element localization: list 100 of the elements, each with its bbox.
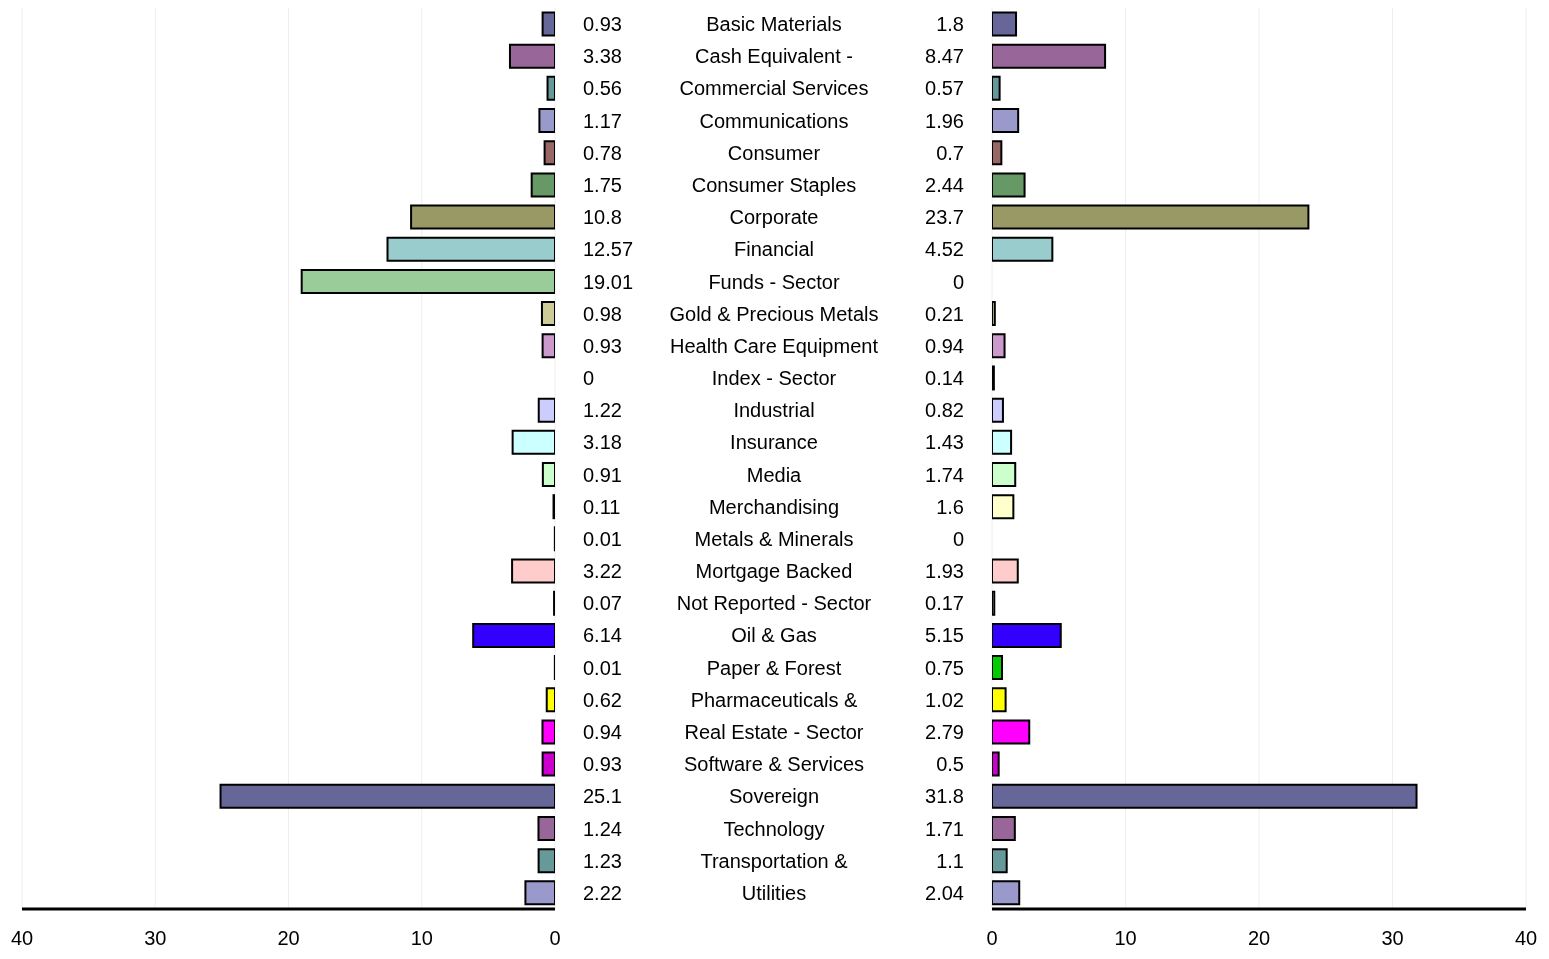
y-tick-label: Metals & Minerals <box>694 527 854 550</box>
bar <box>219 783 555 809</box>
bar <box>992 140 1003 166</box>
bar <box>992 622 1062 648</box>
data-label: 0.01 <box>583 656 622 679</box>
data-label: 3.38 <box>583 45 622 68</box>
y-tick-label: Index - Sector <box>711 367 837 390</box>
bar <box>537 397 555 423</box>
y-tick-label: Software & Services <box>683 753 865 776</box>
data-label: 1.96 <box>925 109 964 132</box>
x-tick-label: 20 <box>1247 927 1271 950</box>
data-label: 10.8 <box>583 206 622 229</box>
data-label: 0.93 <box>583 334 622 357</box>
data-label: 19.01 <box>583 270 634 293</box>
data-label: 1.75 <box>583 173 622 196</box>
x-tick-label: 10 <box>410 927 433 950</box>
bar <box>992 655 1004 681</box>
data-label: 1.1 <box>936 849 964 872</box>
data-label: 0 <box>952 527 964 550</box>
bar <box>472 622 555 648</box>
data-label: 2.79 <box>925 721 964 744</box>
x-tick-label: 30 <box>144 927 167 950</box>
data-label: 1.93 <box>925 560 964 583</box>
x-tick-label: 10 <box>1114 927 1137 950</box>
bar <box>511 429 555 455</box>
bar <box>992 558 1019 584</box>
data-label: 3.18 <box>583 431 622 454</box>
x-tick-label: 0 <box>549 927 561 950</box>
bar <box>992 719 1031 745</box>
data-label: 0.7 <box>936 141 964 164</box>
data-label: 1.17 <box>583 109 622 132</box>
y-tick-label: Health Care Equipment <box>670 334 879 357</box>
y-tick-label: Basic Materials <box>706 13 842 36</box>
bar <box>992 687 1007 713</box>
bar <box>992 11 1018 37</box>
y-tick-label: Not Reported - Sector <box>676 592 872 615</box>
y-tick-label: Gold & Precious Metals <box>669 302 879 325</box>
data-label: 4.52 <box>925 238 964 261</box>
bar <box>538 108 555 134</box>
data-label: 0.93 <box>583 13 622 36</box>
data-label: 12.57 <box>583 238 634 261</box>
bar <box>540 301 555 327</box>
bar <box>992 301 996 327</box>
bar <box>508 43 555 69</box>
bar <box>992 397 1004 423</box>
bar <box>511 558 555 584</box>
data-label: 0.75 <box>925 656 964 679</box>
data-label: 0.14 <box>925 367 964 390</box>
y-tick-label: Insurance <box>730 431 818 454</box>
y-tick-label: Utilities <box>741 881 807 904</box>
data-label: 2.22 <box>583 881 622 904</box>
y-tick-label: Real Estate - Sector <box>684 721 864 744</box>
data-label: 0.78 <box>583 141 622 164</box>
data-label: 6.14 <box>583 624 622 647</box>
data-label: 8.47 <box>925 45 964 68</box>
data-label: 0.57 <box>925 77 964 100</box>
data-label: 2.04 <box>925 881 964 904</box>
bar <box>530 172 555 198</box>
bar <box>537 815 555 841</box>
bar <box>992 108 1020 134</box>
x-tick-label: 40 <box>1514 927 1538 950</box>
bar <box>300 268 555 294</box>
x-tick-label: 40 <box>10 927 34 950</box>
y-tick-label: Corporate <box>729 206 819 229</box>
data-label: 25.1 <box>583 785 622 808</box>
data-label: 1.8 <box>936 13 964 36</box>
bar <box>992 751 1000 777</box>
data-label: 2.44 <box>925 173 964 196</box>
y-tick-label: Transportation & <box>700 849 849 872</box>
data-label: 0.21 <box>925 302 964 325</box>
bar <box>992 43 1107 69</box>
bar <box>546 75 555 101</box>
bar <box>992 783 1418 809</box>
y-tick-label: Consumer Staples <box>691 173 857 196</box>
data-label: 1.23 <box>583 849 622 872</box>
data-label: 0.07 <box>583 592 622 615</box>
data-label: 0.98 <box>583 302 622 325</box>
data-label: 0.01 <box>583 527 622 550</box>
y-tick-label: Mortgage Backed <box>695 560 853 583</box>
bar <box>992 880 1021 906</box>
bar <box>992 429 1013 455</box>
data-label: 0.11 <box>583 495 621 518</box>
data-label: 0.5 <box>936 753 964 776</box>
y-tick-label: Commercial Services <box>679 77 869 100</box>
bar <box>386 236 555 262</box>
bar <box>541 719 555 745</box>
data-label: 31.8 <box>925 785 964 808</box>
data-label: 1.74 <box>925 463 964 486</box>
y-tick-label: Financial <box>733 238 815 261</box>
bar <box>992 494 1015 520</box>
y-tick-label: Industrial <box>733 399 815 422</box>
data-label: 0 <box>583 367 595 390</box>
y-tick-label: Consumer <box>727 141 821 164</box>
bar <box>545 687 555 713</box>
data-label: 5.15 <box>925 624 964 647</box>
data-label: 0.94 <box>583 721 622 744</box>
data-label: 0.82 <box>925 399 964 422</box>
x-tick-label: 30 <box>1381 927 1404 950</box>
bar <box>992 75 1001 101</box>
bar <box>992 462 1017 488</box>
